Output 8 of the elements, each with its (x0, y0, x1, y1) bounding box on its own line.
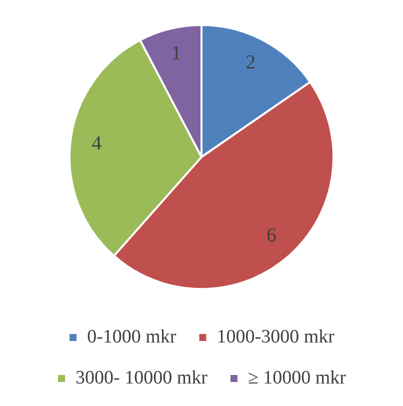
legend-label: 3000- 10000 mkr (76, 367, 208, 388)
data-label: 2 (246, 52, 256, 74)
data-label: 6 (266, 224, 277, 246)
legend-label: ≥ 10000 mkr (248, 367, 347, 388)
data-label: 1 (171, 42, 182, 65)
legend-label: 1000-3000 mkr (216, 326, 336, 348)
legend-label: 0-1000 mkr (87, 326, 177, 348)
data-label: 4 (92, 132, 102, 155)
